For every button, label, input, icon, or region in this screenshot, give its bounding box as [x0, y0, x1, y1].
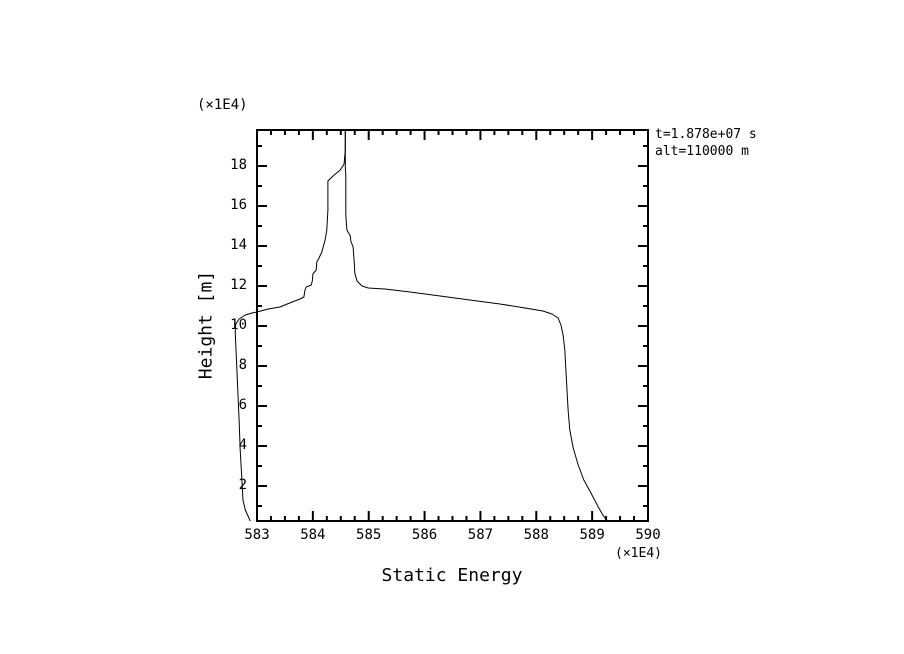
annotation-time: t=1.878e+07 s	[655, 127, 757, 142]
x-tick-label: 589	[579, 527, 605, 543]
x-tick-label: 586	[411, 527, 438, 543]
x-tick-label: 588	[523, 527, 549, 543]
x-tick-label: 583	[244, 527, 270, 543]
y-tick-label: 16	[230, 197, 247, 213]
y-tick-label: 18	[230, 157, 247, 173]
y-tick-label: 14	[230, 237, 247, 253]
annotation-altitude: alt=110000 m	[655, 144, 749, 159]
x-tick-label: 590	[635, 527, 661, 543]
y-tick-label: 10	[230, 317, 247, 333]
data-curve-right-profile	[344, 130, 608, 522]
x-axis-title: Static Energy	[381, 565, 523, 586]
y-tick-label: 6	[238, 397, 247, 413]
data-curve-left-profile	[234, 130, 346, 522]
y-tick-label: 8	[238, 357, 247, 373]
x-tick-label: 587	[467, 527, 494, 543]
axes-frame	[256, 129, 649, 522]
x-tick-label: 585	[356, 527, 382, 543]
y-tick-label: 4	[238, 437, 247, 453]
x-tick-label: 584	[300, 527, 326, 543]
y-tick-label: 12	[230, 277, 247, 293]
y-tick-label: 2	[238, 477, 247, 493]
x-axis-unit-label: (×1E4)	[615, 546, 662, 561]
y-axis-unit-label: (×1E4)	[197, 97, 248, 113]
